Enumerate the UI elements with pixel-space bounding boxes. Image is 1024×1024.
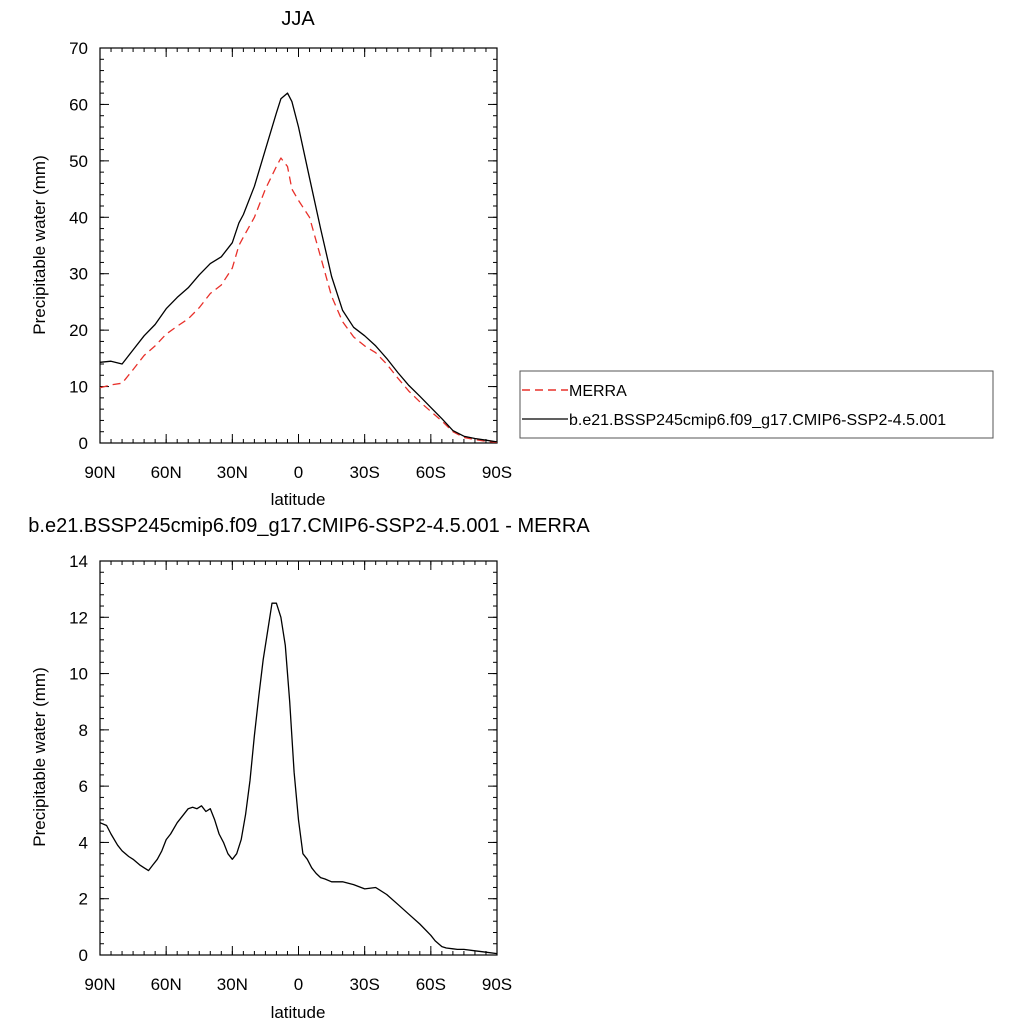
y-tick-label: 0 <box>79 946 88 965</box>
x-axis-label: latitude <box>271 490 326 509</box>
x-tick-label: 90N <box>84 975 115 994</box>
y-tick-label: 70 <box>69 39 88 58</box>
chart-title: JJA <box>281 8 315 30</box>
plot-frame <box>99 560 498 956</box>
legend-label-merra: MERRA <box>569 383 627 400</box>
series-line-model <box>99 92 498 443</box>
series-line-difference <box>99 602 498 955</box>
y-tick-label: 4 <box>79 833 88 852</box>
y-tick-label: 10 <box>69 665 88 684</box>
y-tick-label: 40 <box>69 208 88 227</box>
legend-box <box>519 370 994 439</box>
x-tick-label: 60S <box>416 975 446 994</box>
y-tick-label: 12 <box>69 608 88 627</box>
chart-panel-top: JJA latitude Precipitable water (mm) 90N… <box>30 8 512 509</box>
x-tick-label: 60N <box>151 463 182 482</box>
chart-panel-bottom: b.e21.BSSP245cmip6.f09_g17.CMIP6-SSP2-4.… <box>28 515 590 1022</box>
y-tick-label: 60 <box>69 95 88 114</box>
series-line-merra <box>99 157 498 444</box>
y-tick-label: 0 <box>79 434 88 453</box>
legend: MERRA b.e21.BSSP245cmip6.f09_g17.CMIP6-S… <box>519 370 994 439</box>
y-tick-label: 10 <box>69 378 88 397</box>
chart-title: b.e21.BSSP245cmip6.f09_g17.CMIP6-SSP2-4.… <box>28 515 590 537</box>
y-tick-label: 14 <box>69 552 88 571</box>
x-tick-label: 90N <box>84 463 115 482</box>
y-tick-label: 8 <box>79 721 88 740</box>
x-axis-label: latitude <box>271 1003 326 1022</box>
y-tick-label: 30 <box>69 265 88 284</box>
plot-frame <box>99 47 498 444</box>
x-tick-label: 30N <box>217 975 248 994</box>
x-tick-label: 90S <box>482 463 512 482</box>
x-tick-label: 90S <box>482 975 512 994</box>
x-tick-label: 0 <box>294 463 303 482</box>
x-tick-label: 0 <box>294 975 303 994</box>
y-axis-label: Precipitable water (mm) <box>30 155 49 335</box>
y-axis-label: Precipitable water (mm) <box>30 667 49 847</box>
x-tick-label: 30S <box>350 975 380 994</box>
legend-label-model: b.e21.BSSP245cmip6.f09_g17.CMIP6-SSP2-4.… <box>569 412 946 429</box>
x-tick-label: 30N <box>217 463 248 482</box>
y-tick-label: 6 <box>79 777 88 796</box>
x-tick-label: 30S <box>350 463 380 482</box>
y-tick-label: 2 <box>79 890 88 909</box>
x-tick-label: 60N <box>151 975 182 994</box>
y-tick-label: 20 <box>69 321 88 340</box>
y-tick-label: 50 <box>69 152 88 171</box>
x-tick-label: 60S <box>416 463 446 482</box>
